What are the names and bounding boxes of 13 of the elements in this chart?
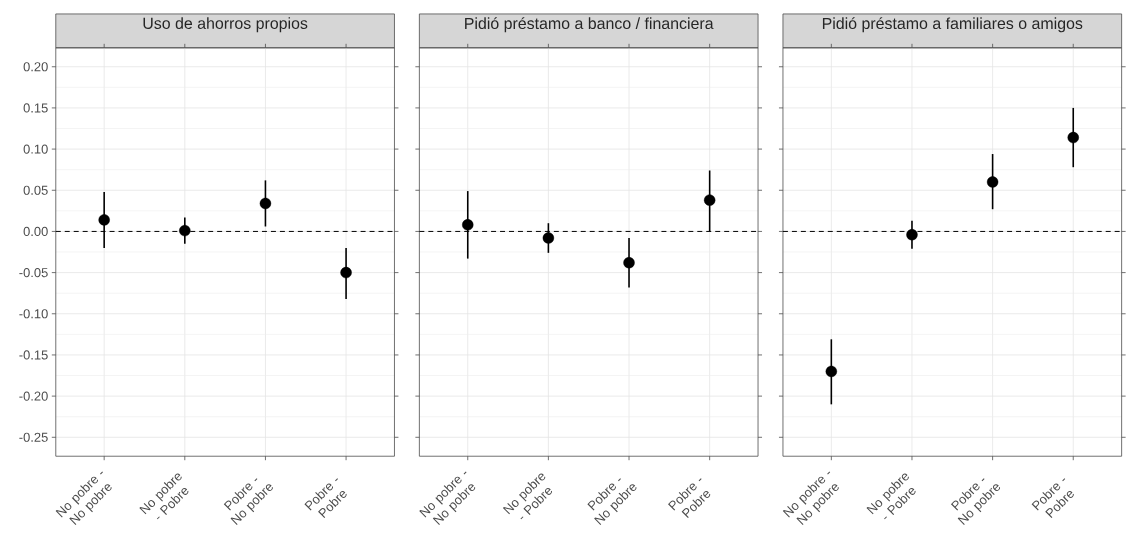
y-tick-label: -0.25: [19, 432, 48, 442]
y-tick-label: 0.05: [23, 185, 48, 195]
chart-title: Pidió préstamo a banco / financiera: [465, 17, 714, 33]
y-tick-label: -0.05: [19, 268, 48, 278]
y-tick-label: -0.10: [19, 309, 48, 319]
y-tick-label: 0.15: [23, 103, 48, 113]
y-tick-label: -0.20: [19, 391, 48, 401]
chart-title: Uso de ahorros propios: [143, 17, 308, 33]
y-tick-label: 0.20: [23, 62, 48, 72]
chart-title: Pidió préstamo a familiares o amigos: [822, 17, 1083, 33]
y-tick-label: -0.15: [19, 350, 48, 360]
y-tick-label: 0.00: [23, 226, 48, 237]
y-tick-label: 0.10: [23, 144, 48, 154]
